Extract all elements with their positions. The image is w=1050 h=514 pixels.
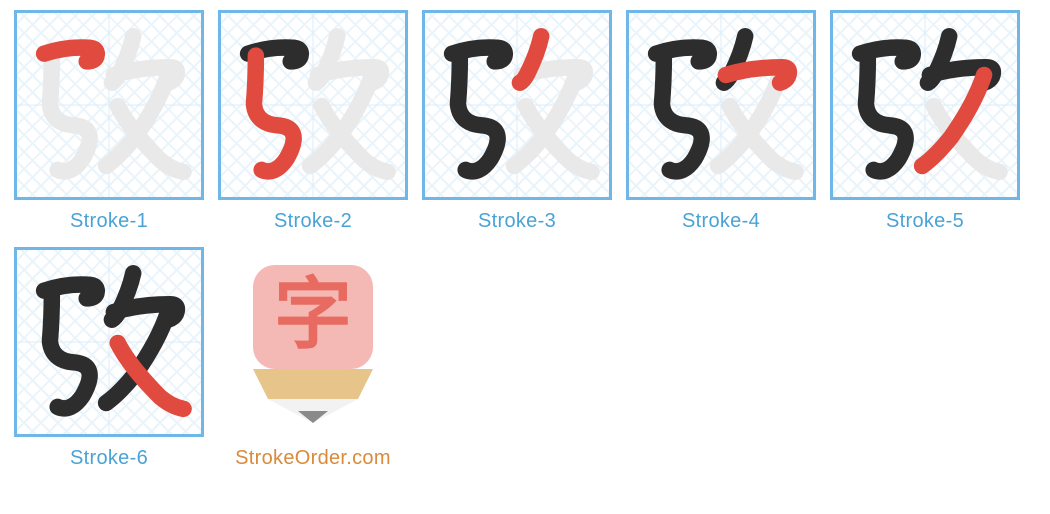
stroke-cell: Stroke-2 (218, 10, 408, 233)
stroke-diagram (629, 13, 813, 197)
stroke-diagram (17, 13, 201, 197)
stroke-caption: Stroke-4 (682, 210, 760, 233)
stroke-tile (626, 10, 816, 200)
stroke-cell: Stroke-5 (830, 10, 1020, 233)
stroke-caption: Stroke-1 (70, 210, 148, 233)
stroke-caption: Stroke-6 (70, 447, 148, 470)
stroke-diagram (833, 13, 1017, 197)
stroke-tile (14, 10, 204, 200)
stroke-cell: Stroke-4 (626, 10, 816, 233)
stroke-grid: Stroke-1 Stroke-2 Stroke-3 Stroke-4 Stro… (14, 10, 1036, 470)
stroke-diagram (425, 13, 609, 197)
logo-cell: 字 StrokeOrder.com (218, 247, 408, 470)
stroke-tile (830, 10, 1020, 200)
stroke-caption: Stroke-5 (886, 210, 964, 233)
stroke-caption: Stroke-3 (478, 210, 556, 233)
stroke-tile (14, 247, 204, 437)
logo-tile: 字 (218, 247, 408, 437)
stroke-cell: Stroke-3 (422, 10, 612, 233)
stroke-diagram (17, 250, 201, 434)
stroke-caption: Stroke-2 (274, 210, 352, 233)
stroke-cell: Stroke-1 (14, 10, 204, 233)
stroke-diagram (221, 13, 405, 197)
stroke-tile (422, 10, 612, 200)
site-logo-icon: 字 (238, 257, 388, 427)
stroke-cell: Stroke-6 (14, 247, 204, 470)
site-label: StrokeOrder.com (235, 447, 391, 470)
stroke-tile (218, 10, 408, 200)
logo-glyph: 字 (274, 270, 352, 358)
